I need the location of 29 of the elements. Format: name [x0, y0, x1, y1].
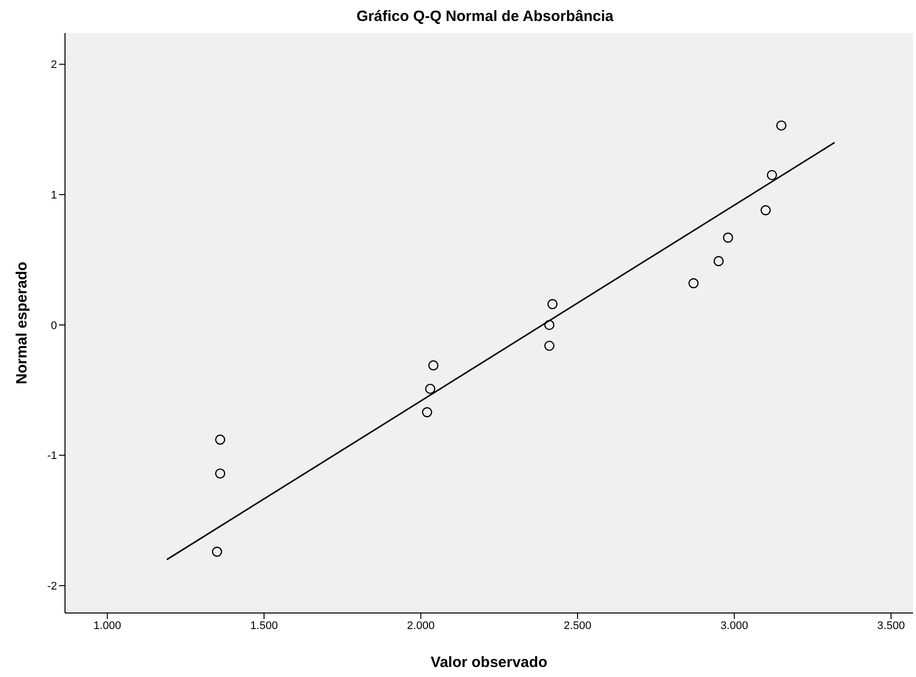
y-axis-title: Normal esperado — [14, 262, 30, 384]
x-tick-label: 3.500 — [877, 620, 905, 632]
point — [722, 232, 734, 243]
x-tick-label: 1.000 — [94, 620, 122, 632]
x-tick-label: 1.500 — [250, 620, 278, 632]
point — [544, 340, 554, 351]
point — [688, 278, 699, 288]
point — [760, 205, 771, 216]
point — [422, 407, 432, 418]
x-tick-label: 2.000 — [407, 620, 435, 632]
y-tick-label: -1 — [47, 450, 57, 462]
y-tick-label: 1 — [50, 190, 57, 202]
point — [428, 360, 438, 370]
point — [544, 320, 554, 330]
point — [714, 256, 724, 266]
point — [215, 434, 226, 445]
chart-title: Gráfico Q-Q Normal de Absorbância — [356, 8, 614, 25]
point — [425, 384, 436, 394]
point — [766, 170, 778, 180]
y-tick-label: 0 — [50, 320, 57, 332]
x-tick-label: 2.500 — [564, 620, 592, 632]
point — [776, 120, 786, 131]
x-tick-label: 3.000 — [720, 620, 748, 632]
point — [212, 546, 222, 557]
point — [215, 468, 226, 479]
x-axis-title: Valor observado — [430, 654, 548, 671]
y-tick-label: 2 — [50, 59, 57, 72]
y-tick-label: -2 — [47, 580, 57, 593]
point — [547, 299, 558, 310]
